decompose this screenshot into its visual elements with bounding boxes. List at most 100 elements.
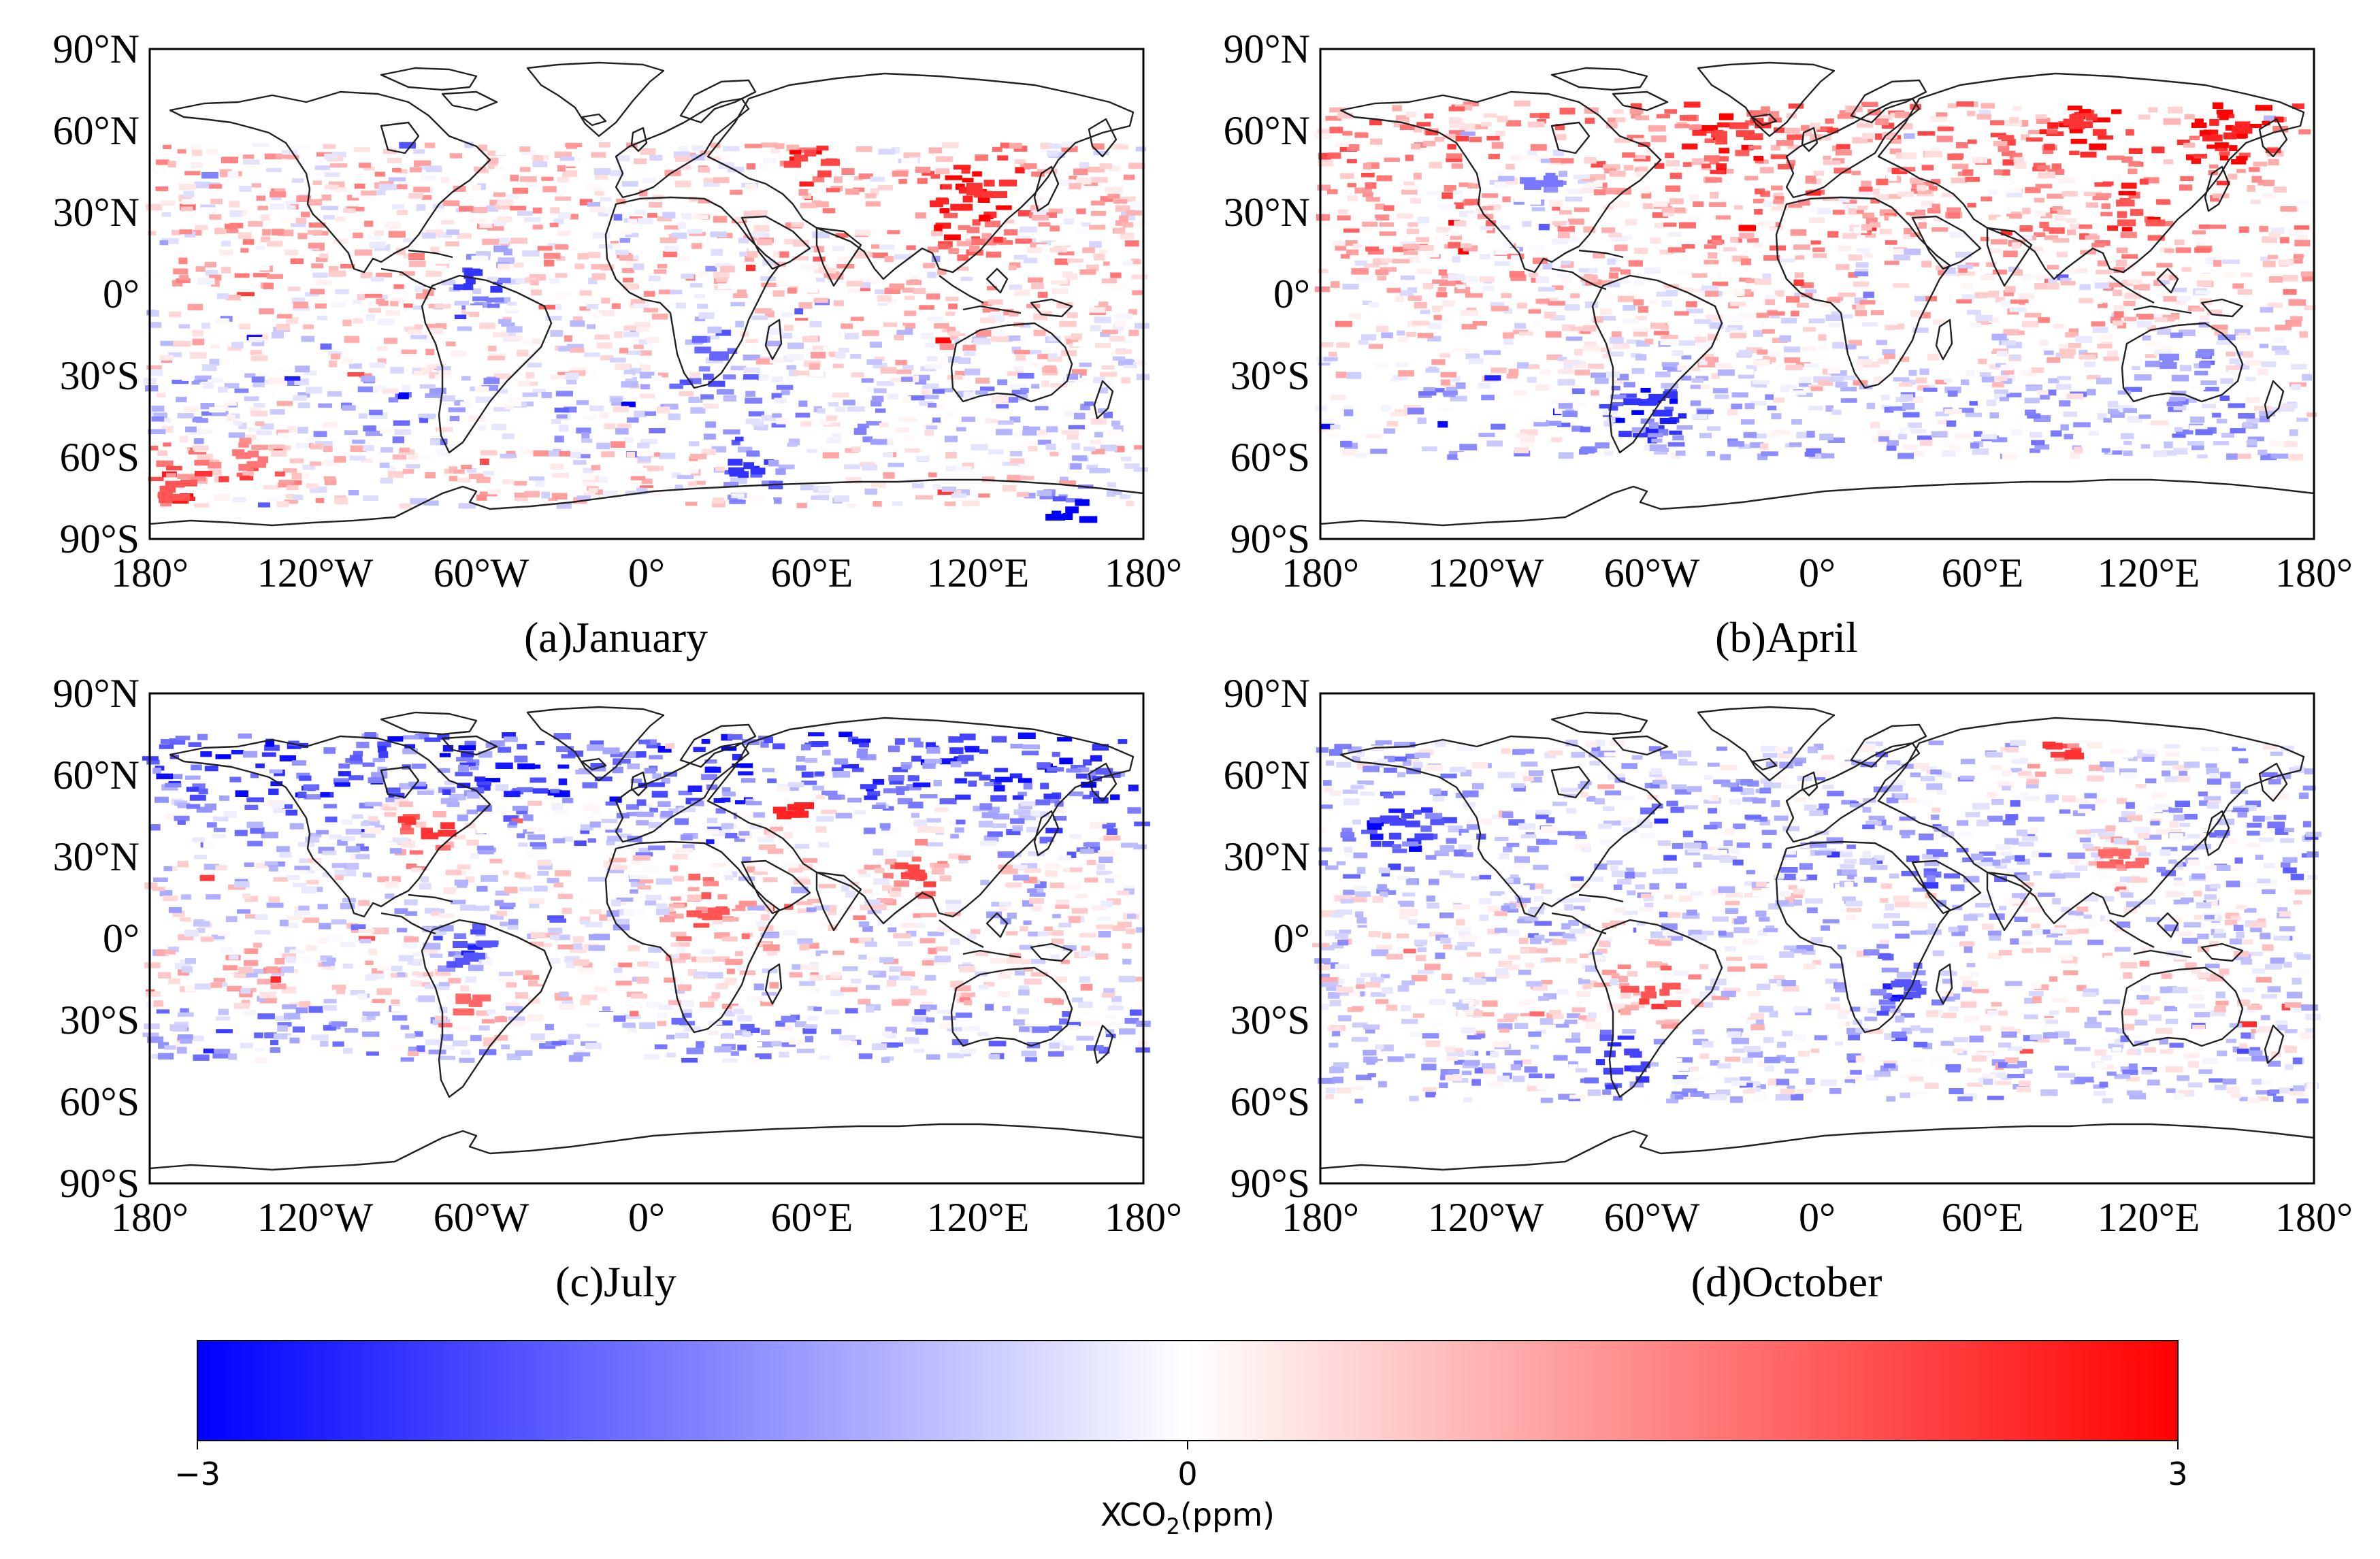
xco2-data-point [698, 199, 710, 203]
xco2-hotspot-point [159, 496, 173, 504]
xco2-data-point [1965, 262, 1980, 267]
xco2-data-point [587, 201, 600, 207]
xco2-data-point [738, 900, 757, 906]
xco2-data-point [1122, 222, 1134, 228]
xco2-data-point [1135, 146, 1147, 152]
xco2-data-point [2288, 299, 2306, 306]
xco2-data-point [495, 149, 510, 156]
xco2-data-point [1451, 163, 1463, 169]
xco2-data-point [701, 738, 711, 744]
xco2-data-point [550, 789, 560, 793]
xco2-data-point [1565, 336, 1582, 341]
xco2-hotspot-point [751, 467, 766, 475]
xco2-data-point [2098, 303, 2108, 308]
xco2-data-point [1335, 142, 1349, 147]
xco2-data-point [745, 265, 755, 272]
xco2-data-point [411, 784, 427, 789]
xco2-data-point [1066, 851, 1077, 858]
xco2-data-point [966, 291, 977, 297]
xco2-data-point [487, 276, 498, 282]
xco2-data-point [1066, 258, 1083, 263]
xco2-data-point [610, 441, 625, 448]
xco2-data-point [538, 304, 555, 310]
xco2-data-point [786, 365, 796, 370]
xco2-data-point [735, 800, 746, 804]
xco2-data-point [1009, 416, 1021, 423]
xco2-data-point [561, 908, 572, 914]
xco2-data-point [2136, 314, 2154, 320]
xco2-data-point [494, 900, 504, 906]
xco2-data-point [301, 887, 317, 893]
xco2-data-point [712, 830, 726, 836]
xco2-data-point [385, 893, 395, 899]
xco2-data-point [384, 221, 401, 228]
xco2-data-point [2179, 329, 2196, 337]
xco2-data-point [609, 929, 621, 934]
xco2-data-point [855, 146, 873, 152]
xco2-data-point [847, 406, 865, 412]
xco2-hotspot-point [1663, 391, 1678, 399]
xco2-data-point [444, 781, 456, 785]
xco2-data-point [670, 289, 683, 295]
xco2-data-point [1392, 105, 1402, 112]
xco2-data-point [1704, 259, 1719, 265]
xco2-data-point [2191, 122, 2207, 128]
xco2-data-point [2070, 452, 2080, 459]
xco2-data-point [271, 331, 284, 339]
xco2-data-point [1910, 232, 1921, 237]
xco2-data-point [1014, 159, 1026, 165]
xco2-data-point [794, 843, 809, 849]
xco2-data-point [878, 857, 888, 863]
xco2-data-point [2097, 344, 2113, 349]
xco2-data-point [1986, 399, 1997, 406]
xco2-hotspot-point [1713, 129, 1724, 137]
xco2-data-point [1842, 203, 1858, 210]
xco2-data-point [476, 885, 488, 892]
panel-caption: (b)April [1715, 613, 1858, 661]
xco2-data-point [1400, 125, 1415, 130]
xco2-data-point [867, 791, 881, 796]
xco2-data-point [655, 878, 672, 885]
xco2-data-point [1757, 453, 1768, 461]
xco2-data-point [923, 881, 936, 887]
xco2-data-point [2296, 417, 2309, 422]
xco2-data-point [516, 808, 528, 815]
xco2-data-point [422, 926, 432, 933]
xco2-data-point [1314, 131, 1332, 139]
xco2-data-point [1113, 199, 1128, 204]
xco2-data-point [766, 832, 776, 838]
xco2-data-point [869, 279, 887, 284]
xco2-data-point [714, 932, 730, 939]
xco2-data-point [185, 775, 201, 780]
xco2-data-point [1991, 239, 2008, 245]
xco2-data-point [1020, 801, 1038, 806]
xco2-data-point [2055, 384, 2072, 390]
x-tick-label: 180° [1282, 551, 1359, 595]
xco2-data-point [651, 375, 662, 381]
xco2-data-point [515, 278, 532, 284]
xco2-data-point [494, 165, 505, 171]
xco2-data-point [917, 178, 928, 184]
xco2-data-point [193, 229, 202, 236]
xco2-data-point [2216, 340, 2233, 345]
xco2-data-point [298, 905, 310, 910]
xco2-data-point [1870, 422, 1880, 429]
xco2-data-point [1498, 176, 1515, 181]
xco2-data-point [553, 809, 569, 815]
xco2-data-point [481, 384, 499, 391]
xco2-data-point [379, 184, 397, 191]
xco2-data-point [576, 495, 591, 500]
xco2-data-point [425, 165, 442, 173]
xco2-data-point [1848, 254, 1863, 261]
xco2-data-point [492, 463, 509, 470]
xco2-data-point [725, 832, 738, 839]
xco2-data-point [1659, 249, 1674, 255]
xco2-data-point [537, 870, 549, 876]
xco2-data-point [397, 210, 408, 216]
xco2-data-point [253, 403, 265, 408]
xco2-data-point [814, 201, 829, 208]
xco2-data-point [834, 758, 848, 765]
xco2-data-point [955, 794, 971, 800]
xco2-data-point [282, 150, 297, 155]
xco2-data-point [1572, 388, 1585, 395]
